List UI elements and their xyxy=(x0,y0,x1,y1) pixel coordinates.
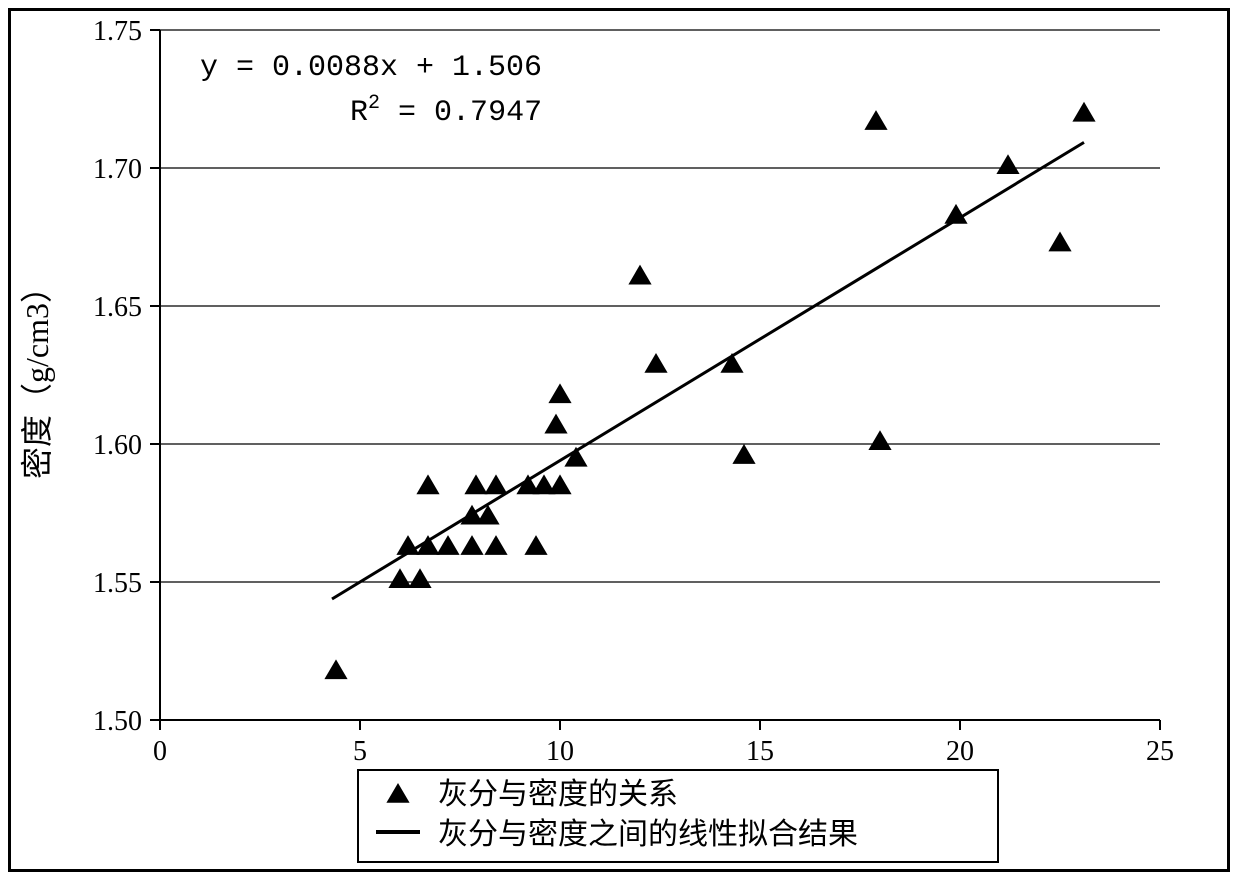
data-point xyxy=(544,414,567,434)
data-point xyxy=(464,474,487,494)
data-point xyxy=(460,535,483,555)
y-tick-label: 1.70 xyxy=(93,154,142,185)
scatter-chart: 1.501.551.601.651.701.75 0510152025 灰分（%… xyxy=(0,0,1240,882)
y-tick-label: 1.50 xyxy=(93,706,142,737)
data-point xyxy=(324,659,347,679)
data-point xyxy=(732,444,755,464)
data-point xyxy=(548,383,571,403)
legend-item-fit: 灰分与密度之间的线性拟合结果 xyxy=(376,818,858,851)
data-point xyxy=(484,535,507,555)
y-tick-label: 1.65 xyxy=(93,292,142,323)
x-tick-label: 10 xyxy=(546,736,574,767)
data-point xyxy=(436,535,459,555)
x-tick-label: 0 xyxy=(153,736,167,767)
data-point xyxy=(996,154,1019,174)
data-point xyxy=(644,353,667,373)
data-point xyxy=(388,568,411,588)
equation-text-line1: y = 0.0088x + 1.506 xyxy=(200,51,542,85)
data-point xyxy=(416,474,439,494)
data-point xyxy=(1048,232,1071,252)
data-point xyxy=(864,110,887,130)
data-point xyxy=(1072,102,1095,122)
axes xyxy=(160,30,1160,720)
data-point xyxy=(524,535,547,555)
x-tick-label: 20 xyxy=(946,736,974,767)
y-axis-label: 密度（g/cm3） xyxy=(19,271,55,479)
data-point xyxy=(396,535,419,555)
tick-marks xyxy=(150,30,1160,730)
gridlines xyxy=(160,30,1160,720)
y-tick-labels: 1.50 1.55 1.60 1.65 1.70 1.75 xyxy=(93,16,142,737)
scatter-points xyxy=(324,102,1095,679)
data-point xyxy=(548,474,571,494)
y-tick-label: 1.75 xyxy=(93,16,142,47)
equation-text-line2: R2 = 0.7947 xyxy=(260,92,596,130)
x-tick-label: 25 xyxy=(1146,736,1174,767)
data-point xyxy=(484,474,507,494)
regression-line xyxy=(332,142,1084,599)
data-point xyxy=(868,430,891,450)
data-point xyxy=(628,265,651,285)
legend-label-fit: 灰分与密度之间的线性拟合结果 xyxy=(438,818,858,851)
data-point xyxy=(408,568,431,588)
x-tick-label: 5 xyxy=(353,736,367,767)
data-point xyxy=(720,353,743,373)
legend-label-scatter: 灰分与密度的关系 xyxy=(438,778,678,811)
y-tick-label: 1.60 xyxy=(93,430,142,461)
legend: 灰分与密度的关系 灰分与密度之间的线性拟合结果 xyxy=(358,770,998,862)
y-tick-label: 1.55 xyxy=(93,568,142,599)
x-tick-label: 15 xyxy=(746,736,774,767)
x-tick-labels: 0 5 10 15 20 25 xyxy=(153,736,1174,767)
